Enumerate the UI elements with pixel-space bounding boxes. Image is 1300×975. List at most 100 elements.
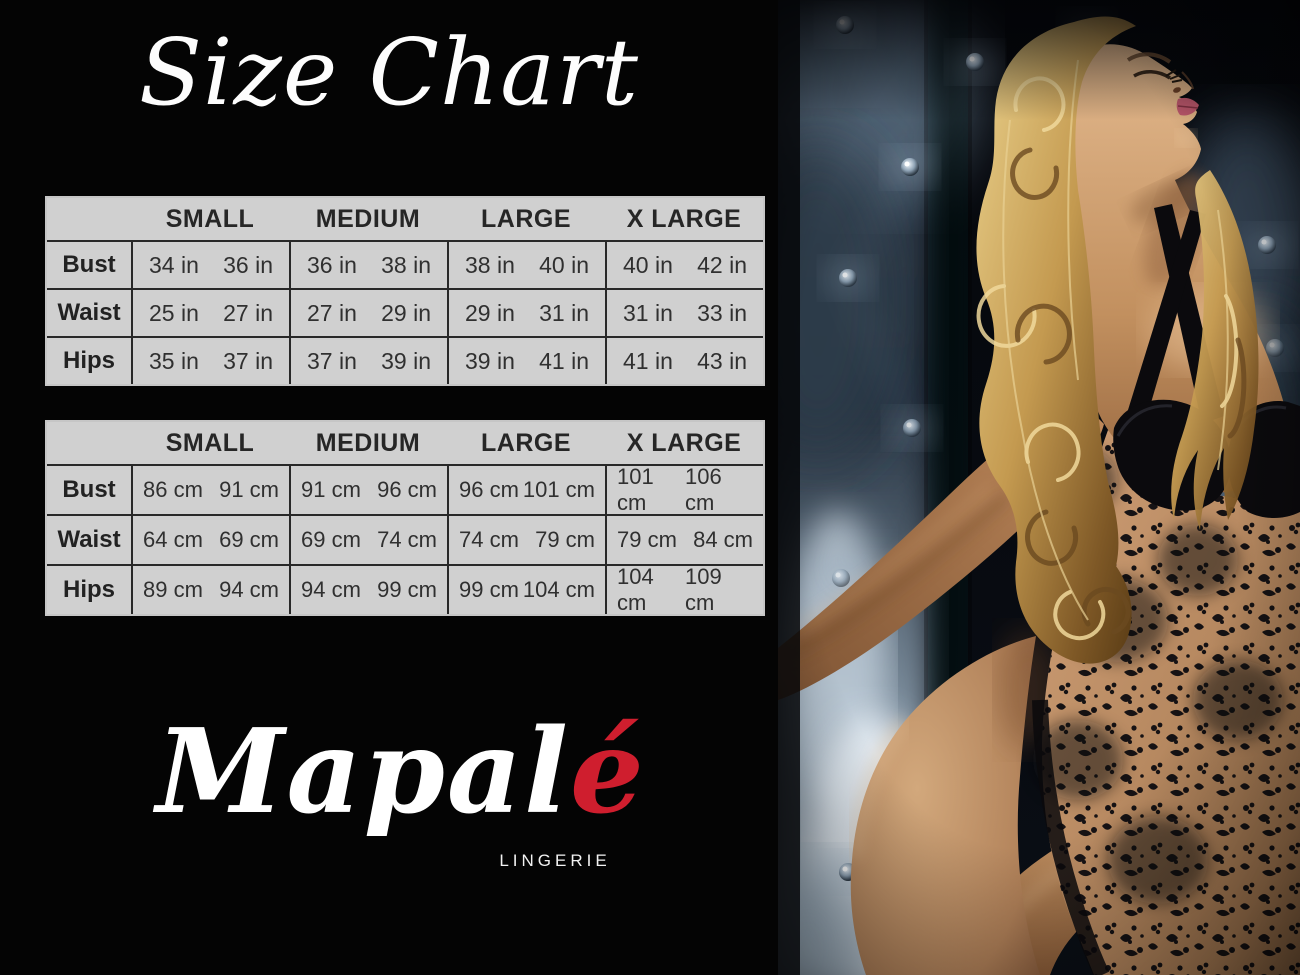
size-cell: 74 cm 79 cm — [449, 516, 605, 564]
row-label: Waist — [47, 290, 131, 336]
value: 33 in — [697, 299, 747, 326]
value: 38 in — [381, 251, 431, 278]
size-cell: 27 in 29 in — [291, 290, 447, 336]
column-header-xlarge: X LARGE — [626, 204, 742, 233]
size-cell: 86 cm 91 cm — [133, 466, 289, 514]
value: 27 in — [223, 299, 273, 326]
size-cell: 91 cm 96 cm — [291, 466, 447, 514]
value: 39 in — [465, 347, 515, 374]
value: 42 in — [697, 251, 747, 278]
size-cell: 29 in 31 in — [449, 290, 605, 336]
value: 104 cm — [617, 564, 654, 615]
value: 99 cm — [459, 577, 519, 602]
value: 25 in — [149, 299, 199, 326]
row-label: Waist — [47, 516, 131, 564]
value: 96 cm — [459, 477, 519, 502]
column-header-medium: MEDIUM — [315, 204, 421, 233]
value: 39 in — [381, 347, 431, 374]
value: 74 cm — [377, 527, 437, 552]
value: 69 cm — [219, 527, 279, 552]
value: 101 cm — [617, 464, 654, 515]
value: 27 in — [307, 299, 357, 326]
column-header-large: LARGE — [481, 204, 571, 233]
column-header-large: LARGE — [481, 428, 571, 457]
value: 36 in — [307, 251, 357, 278]
value: 37 in — [223, 347, 273, 374]
value: 40 in — [539, 251, 589, 278]
page-title: Size Chart — [138, 19, 640, 126]
size-cell: 38 in 40 in — [449, 242, 605, 288]
size-cell: 99 cm 104 cm — [449, 566, 605, 614]
value: 29 in — [381, 299, 431, 326]
value: 40 in — [623, 251, 673, 278]
size-cell: 31 in 33 in — [607, 290, 763, 336]
size-table-inches: SMALL MEDIUM LARGE X LARGE Bust 34 in 36 … — [45, 196, 765, 386]
row-label: Hips — [47, 566, 131, 614]
value: 64 cm — [143, 527, 203, 552]
value: 101 cm — [522, 477, 595, 502]
size-cell: 25 in 27 in — [133, 290, 289, 336]
value: 84 cm — [693, 527, 753, 552]
value: 41 in — [539, 347, 589, 374]
table-row-hips: Hips 89 cm 94 cm 94 cm 99 cm 99 cm 104 cm 1… — [47, 564, 763, 615]
row-label: Bust — [47, 466, 131, 514]
column-header-xlarge: X LARGE — [626, 428, 742, 457]
value: 29 in — [465, 299, 515, 326]
size-cell: 69 cm 74 cm — [291, 516, 447, 564]
value: 31 in — [623, 299, 673, 326]
size-cell: 79 cm 84 cm — [607, 516, 763, 564]
table-header-row: SMALL MEDIUM LARGE X LARGE — [47, 198, 763, 240]
value: 91 cm — [219, 477, 279, 502]
value: 106 cm — [685, 464, 722, 515]
vignette — [778, 0, 1300, 975]
table-row-waist: Waist 64 cm 69 cm 69 cm 74 cm 74 cm 79 cm 7… — [47, 516, 763, 564]
value: 31 in — [539, 299, 589, 326]
size-cell: 104 cm 109 cm — [607, 564, 763, 615]
table-corner-cell — [47, 198, 131, 240]
row-label: Hips — [47, 338, 131, 384]
size-cell: 64 cm 69 cm — [133, 516, 289, 564]
row-label: Bust — [47, 242, 131, 288]
value: 38 in — [465, 251, 515, 278]
brand-wordmark: Mapalé — [12, 700, 790, 845]
column-header-small: SMALL — [165, 428, 255, 457]
value: 99 cm — [377, 577, 437, 602]
size-cell: 94 cm 99 cm — [291, 566, 447, 614]
table-header-row: SMALL MEDIUM LARGE X LARGE — [47, 422, 763, 464]
size-cell: 35 in 37 in — [133, 338, 289, 384]
panel-edge-shadow — [778, 0, 800, 975]
value: 91 cm — [301, 477, 361, 502]
value: 34 in — [149, 251, 199, 278]
table-row-hips: Hips 35 in 37 in 37 in 39 in 39 in 41 in 41… — [47, 338, 763, 384]
value: 37 in — [307, 347, 357, 374]
size-cell: 89 cm 94 cm — [133, 566, 289, 614]
size-cell: 96 cm 101 cm — [449, 466, 605, 514]
brand-name-accent: é — [570, 704, 646, 840]
brand-name-main: Mapal — [156, 704, 571, 840]
size-cell: 41 in 43 in — [607, 338, 763, 384]
value: 94 cm — [301, 577, 361, 602]
brand-logo: Mapalé — [12, 700, 790, 845]
value: 94 cm — [219, 577, 279, 602]
size-cell: 37 in 39 in — [291, 338, 447, 384]
value: 79 cm — [617, 527, 677, 552]
column-header-medium: MEDIUM — [315, 428, 421, 457]
table-row-bust: Bust 34 in 36 in 36 in 38 in 38 in 40 in 40… — [47, 242, 763, 288]
value: 74 cm — [459, 527, 519, 552]
value: 69 cm — [301, 527, 361, 552]
size-table-centimeters: SMALL MEDIUM LARGE X LARGE Bust 86 cm 91 … — [45, 420, 765, 616]
value: 104 cm — [522, 577, 595, 602]
brand-subtitle: LINGERIE — [499, 851, 611, 870]
table-corner-cell — [47, 422, 131, 464]
size-cell: 39 in 41 in — [449, 338, 605, 384]
size-cell: 34 in 36 in — [133, 242, 289, 288]
value: 35 in — [149, 347, 199, 374]
model-photo — [778, 0, 1300, 975]
size-cell: 36 in 38 in — [291, 242, 447, 288]
size-cell: 101 cm 106 cm — [607, 464, 763, 515]
value: 89 cm — [143, 577, 203, 602]
value: 79 cm — [535, 527, 595, 552]
size-cell: 40 in 42 in — [607, 242, 763, 288]
value: 41 in — [623, 347, 673, 374]
